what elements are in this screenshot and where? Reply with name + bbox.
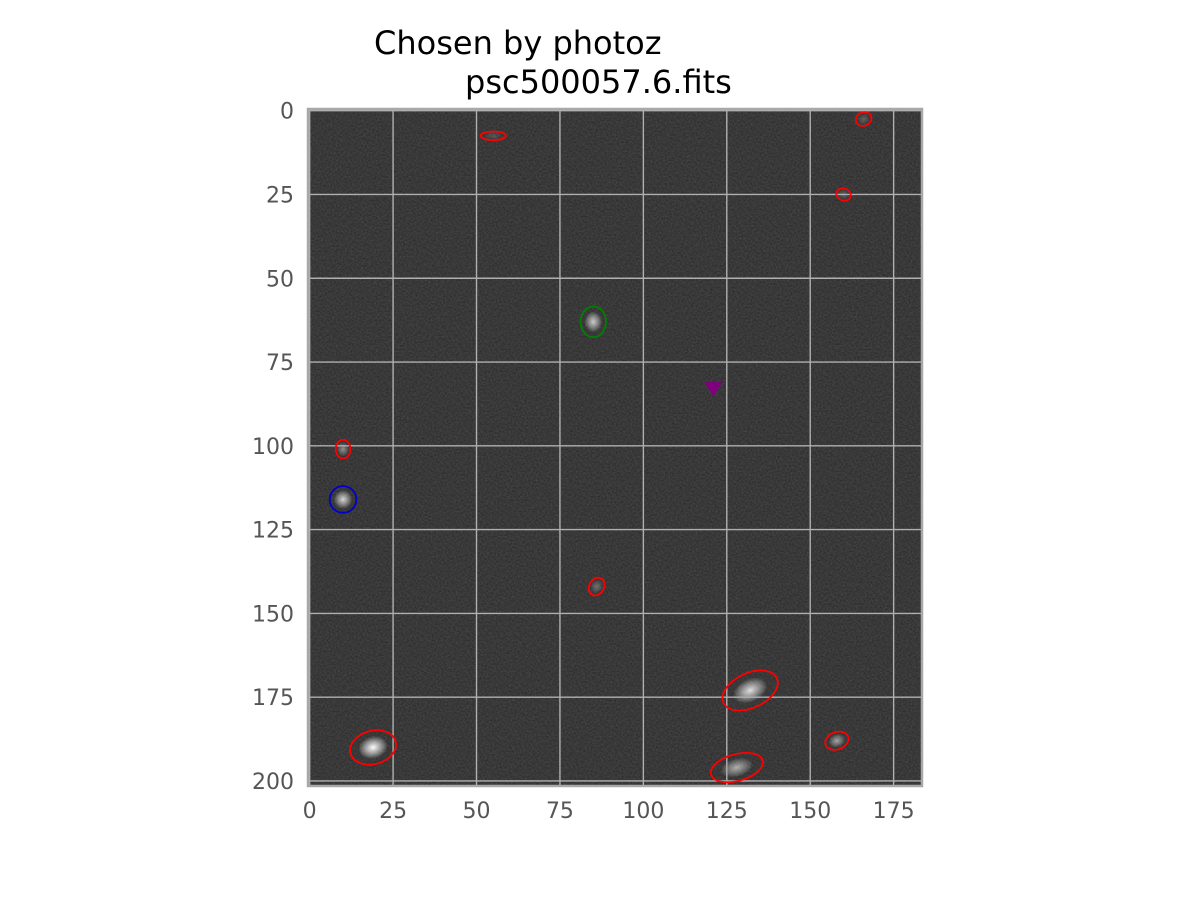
y-tick-label: 125 <box>252 519 294 544</box>
source-blob-8 <box>358 735 388 759</box>
x-tick-label: 100 <box>622 799 664 824</box>
y-tick-label: 200 <box>252 770 294 795</box>
source-ellipse-8-red <box>349 729 397 766</box>
source-ellipse-0-red <box>479 130 507 142</box>
chart-title-line-1: Chosen by photoz <box>374 24 662 62</box>
x-tick-label: 150 <box>789 799 831 824</box>
source-blob-4 <box>337 442 350 457</box>
source-blob-3 <box>584 311 603 333</box>
source-ellipse-10-red <box>709 752 764 784</box>
source-blob-1 <box>857 113 870 125</box>
marker-layer <box>704 382 723 397</box>
x-tick-label: 25 <box>379 799 407 824</box>
y-axis: 0 25 50 75 100 125 150 175 200 <box>252 100 294 795</box>
source-blob-6 <box>590 579 603 594</box>
x-tick-label: 175 <box>873 799 915 824</box>
x-axis: 0 25 50 75 100 125 150 175 <box>303 799 915 824</box>
y-tick-label: 100 <box>252 435 294 460</box>
y-tick-label: 50 <box>266 267 294 292</box>
x-tick-label: 125 <box>706 799 748 824</box>
plot-area <box>308 109 922 786</box>
image-noise <box>308 109 922 786</box>
target-marker-triangle <box>704 382 723 397</box>
source-ellipse-2-red <box>835 187 852 202</box>
source-blobs <box>333 113 870 778</box>
source-ellipse-5-blue <box>328 485 358 514</box>
y-tick-label: 25 <box>266 183 294 208</box>
source-blob-10 <box>720 757 754 778</box>
source-ellipse-6-red <box>587 576 606 597</box>
x-tick-label: 0 <box>303 799 317 824</box>
x-tick-label: 50 <box>463 799 491 824</box>
y-tick-label: 175 <box>252 686 294 711</box>
source-ellipse-1-red <box>854 111 873 127</box>
axes-frame <box>306 107 924 788</box>
source-blob-0 <box>484 131 503 141</box>
x-tick-label: 75 <box>546 799 574 824</box>
source-blob-9 <box>828 733 846 748</box>
source-ellipse-7-red <box>721 669 779 712</box>
source-ellipse-4-red <box>334 438 352 460</box>
y-tick-label: 150 <box>252 602 294 627</box>
y-tick-label: 0 <box>280 100 294 125</box>
grid <box>308 109 922 786</box>
y-tick-label: 75 <box>266 351 294 376</box>
source-ellipses <box>328 111 873 784</box>
source-blob-5 <box>333 490 353 509</box>
source-ellipse-9-red <box>824 730 850 751</box>
chart-title-line-2: psc500057.6.fits <box>465 63 732 101</box>
source-ellipse-3-green <box>579 305 607 339</box>
